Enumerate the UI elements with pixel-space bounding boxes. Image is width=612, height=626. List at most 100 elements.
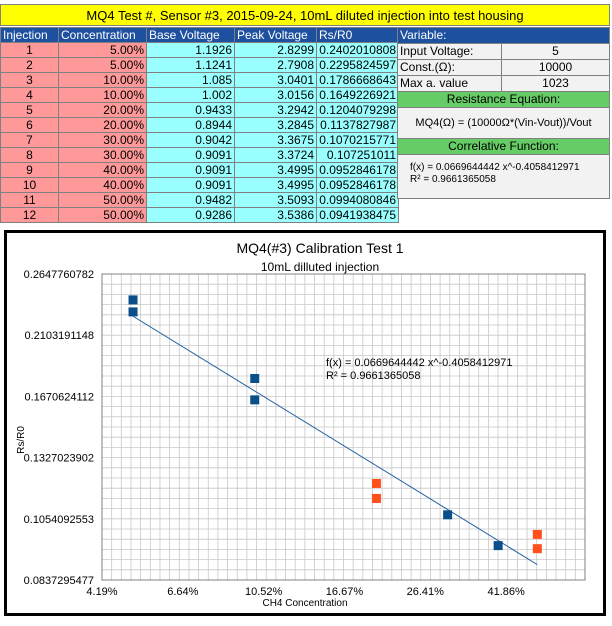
table-cell[interactable]: 0.107251011	[316, 147, 399, 163]
resistance-equation[interactable]: MQ4(Ω) = (10000Ω*(Vin-Vout))/Vout	[397, 108, 610, 139]
table-cell[interactable]: 5	[0, 102, 59, 118]
chart-annotation-line: f(x) = 0.0669644442 x^-0.4058412971	[326, 357, 513, 369]
variable-row[interactable]: Max a. value 1023	[397, 76, 610, 92]
table-cell[interactable]: 3.2845	[234, 117, 317, 133]
chart-subtitle: 10mL dilluted injection	[261, 260, 379, 274]
y-tick-label: 0.0837295477	[24, 575, 94, 587]
y-tick-label: 0.2647760782	[24, 269, 94, 281]
chart-grid	[101, 273, 586, 581]
variable-label: Const.(Ω):	[398, 60, 502, 75]
table-cell[interactable]: 40.00%	[58, 162, 147, 178]
data-point	[493, 541, 503, 551]
chart-annotation-r2: R² = 0.9661365058	[326, 370, 421, 382]
data-point	[250, 395, 260, 405]
table-cell[interactable]: 0.1137827987	[316, 117, 399, 133]
table-row: 7 30.00% 0.9042 3.3675 0.1070215771	[0, 132, 399, 148]
table-cell[interactable]: 0.2402010808	[316, 42, 399, 58]
table-cell[interactable]: 3.0156	[234, 87, 317, 103]
variable-value[interactable]: 5	[552, 44, 559, 58]
sheet-title: MQ4 Test #, Sensor #3, 2015-09-24, 10mL …	[0, 4, 610, 26]
x-axis-label: CH4 Concentration	[262, 598, 347, 609]
plot-area	[101, 273, 586, 581]
x-tick-label: 16.67%	[326, 586, 364, 598]
table-cell[interactable]: 0.1070215771	[316, 132, 399, 148]
variable-label: Input Voltage:	[398, 44, 502, 59]
correlative-r2-line: R² = 0.9661365058	[410, 174, 496, 185]
table-cell[interactable]: 0.0994080846	[316, 192, 399, 208]
x-tick-label: 26.41%	[407, 586, 445, 598]
trendline-path	[132, 315, 538, 566]
table-cell[interactable]: 2.8299	[234, 42, 317, 58]
table-cell[interactable]: 0.9286	[146, 207, 235, 223]
x-tick-label: 41.86%	[487, 586, 525, 598]
table-row: 11 50.00% 0.9482 3.5093 0.0994080846	[0, 192, 399, 208]
data-point	[250, 374, 260, 384]
table-cell[interactable]: 0.9042	[146, 132, 235, 148]
table-cell[interactable]: 3.4995	[234, 162, 317, 178]
trendline	[132, 315, 538, 566]
table-cell[interactable]: 3.3675	[234, 132, 317, 148]
table-cell[interactable]: 0.9091	[146, 147, 235, 163]
table-cell[interactable]: 5.00%	[58, 42, 147, 58]
data-point	[128, 307, 138, 317]
table-cell[interactable]: 0.0941938475	[316, 207, 399, 223]
table-cell[interactable]: 0.9091	[146, 177, 235, 193]
table-cell[interactable]: 0.9433	[146, 102, 235, 118]
data-point	[128, 295, 138, 305]
table-cell[interactable]: 0.1649226921	[316, 87, 399, 103]
table-cell[interactable]: 10.00%	[58, 87, 147, 103]
variables-header[interactable]: Variable:	[397, 27, 610, 44]
y-tick-label: 0.1327023902	[24, 453, 94, 465]
table-cell[interactable]: 0.9091	[146, 162, 235, 178]
y-tick-label: 0.2103191148	[24, 330, 94, 342]
x-tick-label: 10.52%	[245, 586, 283, 598]
table-cell[interactable]: 4	[0, 87, 59, 103]
table-cell[interactable]: 12	[0, 207, 59, 223]
table-cell[interactable]: 0.2295824597	[316, 57, 399, 73]
data-point	[443, 510, 453, 520]
table-cell[interactable]: 1.1241	[146, 57, 235, 73]
chart-axes: 4.19% 6.64% 10.52% 16.67% 26.41% 41.86% 0.2647…	[24, 269, 525, 598]
x-tick-label: 4.19%	[86, 586, 117, 598]
y-tick-label: 0.1054092553	[24, 514, 94, 526]
table-cell[interactable]: 0.8944	[146, 117, 235, 133]
y-tick-label: 0.1670624112	[24, 391, 94, 403]
y-axis-label: Rs/R0	[16, 426, 27, 454]
resistance-equation-title: Resistance Equation:	[397, 92, 610, 108]
table-row: 12 50.00% 0.9286 3.5386 0.0941938475	[0, 207, 399, 223]
table-row: 6 20.00% 0.8944 3.2845 0.1137827987	[0, 117, 399, 133]
variable-value[interactable]: 1023	[542, 76, 569, 90]
table-cell[interactable]: 0.0952846178	[316, 177, 399, 193]
table-cell[interactable]: 50.00%	[58, 207, 147, 223]
table-cell[interactable]: 3	[0, 72, 59, 88]
variable-label: Max a. value	[398, 76, 502, 91]
table-header-row: Injection Concentration Base Voltage Pea…	[0, 27, 399, 43]
chart-title: MQ4(#3) Calibration Test 1	[236, 240, 403, 256]
variable-row[interactable]: Const.(Ω): 10000	[397, 60, 610, 76]
table-row: 4 10.00% 1.002 3.0156 0.1649226921	[0, 87, 399, 103]
table-cell[interactable]: 3.5386	[234, 207, 317, 223]
correlative-function[interactable]: f(x) = 0.0669644442 x^-0.4058412971 R² =…	[397, 155, 610, 199]
table-cell[interactable]: 5.00%	[58, 57, 147, 73]
table-cell[interactable]: 1.1926	[146, 42, 235, 58]
data-points	[128, 295, 542, 554]
data-point	[532, 544, 542, 554]
table-cell[interactable]: 3.3724	[234, 147, 317, 163]
variable-value[interactable]: 10000	[538, 60, 573, 74]
table-cell[interactable]: 3.5093	[234, 192, 317, 208]
data-table: Injection Concentration Base Voltage Pea…	[0, 27, 399, 223]
correlative-function-title: Correlative Function:	[397, 139, 610, 155]
x-tick-label: 6.64%	[167, 586, 198, 598]
data-point	[532, 529, 542, 539]
table-cell[interactable]: 10	[0, 177, 59, 193]
table-row: 9 40.00% 0.9091 3.4995 0.0952846178	[0, 162, 399, 178]
table-cell[interactable]: 2.7908	[234, 57, 317, 73]
variable-row[interactable]: Input Voltage: 5	[397, 44, 610, 60]
table-row: 2 5.00% 1.1241 2.7908 0.2295824597	[0, 57, 399, 73]
column-header[interactable]: Base Voltage	[146, 27, 235, 43]
data-point	[371, 478, 381, 488]
correlative-function-line: f(x) = 0.0669644442 x^-0.4058412971	[410, 162, 580, 173]
table-cell[interactable]: 0.1204079298	[316, 102, 399, 118]
column-header[interactable]: Injection	[0, 27, 59, 43]
